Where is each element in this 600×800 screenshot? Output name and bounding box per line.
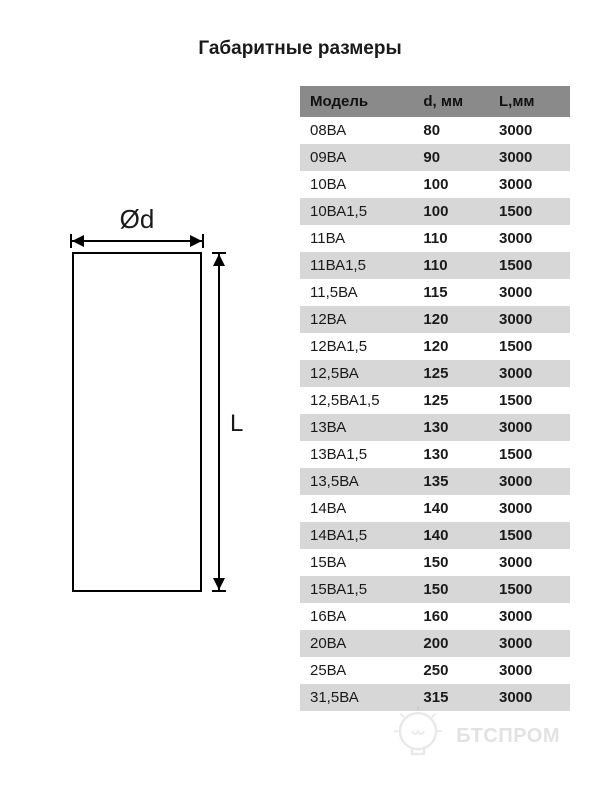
cell-model: 25ВА (300, 657, 413, 684)
cell-l: 3000 (489, 495, 570, 522)
cell-d: 100 (413, 198, 489, 225)
table-row: 20ВА2003000 (300, 630, 570, 657)
table-row: 12ВА1203000 (300, 306, 570, 333)
cell-l: 3000 (489, 171, 570, 198)
cell-d: 100 (413, 171, 489, 198)
cell-l: 3000 (489, 306, 570, 333)
table-row: 13ВА1303000 (300, 414, 570, 441)
table-row: 08ВА803000 (300, 117, 570, 144)
cell-l: 3000 (489, 603, 570, 630)
cell-d: 200 (413, 630, 489, 657)
watermark: БТСПРОМ (388, 706, 560, 766)
table-row: 09ВА903000 (300, 144, 570, 171)
diameter-label: Ød (70, 204, 204, 235)
cell-model: 13ВА (300, 414, 413, 441)
cell-d: 130 (413, 441, 489, 468)
table-row: 16ВА1603000 (300, 603, 570, 630)
cell-model: 12ВА1,5 (300, 333, 413, 360)
tube-outline (72, 252, 202, 592)
cell-model: 13,5ВА (300, 468, 413, 495)
table-row: 25ВА2503000 (300, 657, 570, 684)
cell-model: 13ВА1,5 (300, 441, 413, 468)
cell-d: 125 (413, 360, 489, 387)
cell-d: 160 (413, 603, 489, 630)
lightbulb-icon (388, 706, 448, 766)
cell-model: 11ВА1,5 (300, 252, 413, 279)
watermark-text: БТСПРОМ (456, 725, 560, 748)
cell-model: 12,5ВА (300, 360, 413, 387)
cell-l: 1500 (489, 441, 570, 468)
cell-model: 10ВА1,5 (300, 198, 413, 225)
cell-model: 16ВА (300, 603, 413, 630)
col-l: L,мм (489, 86, 570, 117)
cell-d: 250 (413, 657, 489, 684)
length-dimension-line (218, 252, 220, 592)
cell-d: 150 (413, 549, 489, 576)
cell-model: 11ВА (300, 225, 413, 252)
table-row: 14ВА1403000 (300, 495, 570, 522)
cell-d: 130 (413, 414, 489, 441)
cell-d: 150 (413, 576, 489, 603)
table-row: 13,5ВА1353000 (300, 468, 570, 495)
cell-model: 11,5ВА (300, 279, 413, 306)
diameter-dimension-line (70, 240, 204, 242)
table-row: 14ВА1,51401500 (300, 522, 570, 549)
page-title: Габаритные размеры (0, 38, 600, 60)
cell-l: 3000 (489, 630, 570, 657)
cell-l: 3000 (489, 468, 570, 495)
cell-l: 3000 (489, 117, 570, 144)
cell-model: 12,5ВА1,5 (300, 387, 413, 414)
cell-l: 1500 (489, 198, 570, 225)
table-row: 12ВА1,51201500 (300, 333, 570, 360)
cell-model: 14ВА1,5 (300, 522, 413, 549)
cell-d: 110 (413, 252, 489, 279)
cell-l: 3000 (489, 225, 570, 252)
table-row: 13ВА1,51301500 (300, 441, 570, 468)
cell-model: 15ВА1,5 (300, 576, 413, 603)
cell-l: 3000 (489, 279, 570, 306)
cell-model: 20ВА (300, 630, 413, 657)
cell-d: 115 (413, 279, 489, 306)
table-row: 11ВА1103000 (300, 225, 570, 252)
cell-l: 1500 (489, 576, 570, 603)
table-row: 12,5ВА1253000 (300, 360, 570, 387)
cell-d: 140 (413, 522, 489, 549)
cell-l: 1500 (489, 387, 570, 414)
dimensions-table: Модель d, мм L,мм 08ВА80300009ВА90300010… (300, 86, 570, 711)
cell-d: 120 (413, 333, 489, 360)
length-label: L (230, 410, 243, 438)
table-row: 10ВА1,51001500 (300, 198, 570, 225)
cell-l: 1500 (489, 522, 570, 549)
cell-l: 1500 (489, 252, 570, 279)
cell-d: 120 (413, 306, 489, 333)
cell-model: 14ВА (300, 495, 413, 522)
dimension-diagram: Ød L (46, 190, 256, 610)
table-row: 15ВА1,51501500 (300, 576, 570, 603)
cell-model: 08ВА (300, 117, 413, 144)
table-row: 11ВА1,51101500 (300, 252, 570, 279)
cell-model: 15ВА (300, 549, 413, 576)
cell-l: 3000 (489, 144, 570, 171)
cell-l: 3000 (489, 414, 570, 441)
table-row: 15ВА1503000 (300, 549, 570, 576)
cell-d: 110 (413, 225, 489, 252)
cell-l: 3000 (489, 549, 570, 576)
cell-model: 10ВА (300, 171, 413, 198)
table-row: 12,5ВА1,51251500 (300, 387, 570, 414)
col-d: d, мм (413, 86, 489, 117)
cell-d: 90 (413, 144, 489, 171)
cell-l: 3000 (489, 657, 570, 684)
cell-d: 140 (413, 495, 489, 522)
cell-d: 135 (413, 468, 489, 495)
table-header-row: Модель d, мм L,мм (300, 86, 570, 117)
cell-d: 80 (413, 117, 489, 144)
cell-model: 12ВА (300, 306, 413, 333)
table-row: 10ВА1003000 (300, 171, 570, 198)
cell-l: 1500 (489, 333, 570, 360)
cell-l: 3000 (489, 360, 570, 387)
table-row: 11,5ВА1153000 (300, 279, 570, 306)
col-model: Модель (300, 86, 413, 117)
cell-d: 125 (413, 387, 489, 414)
cell-model: 09ВА (300, 144, 413, 171)
